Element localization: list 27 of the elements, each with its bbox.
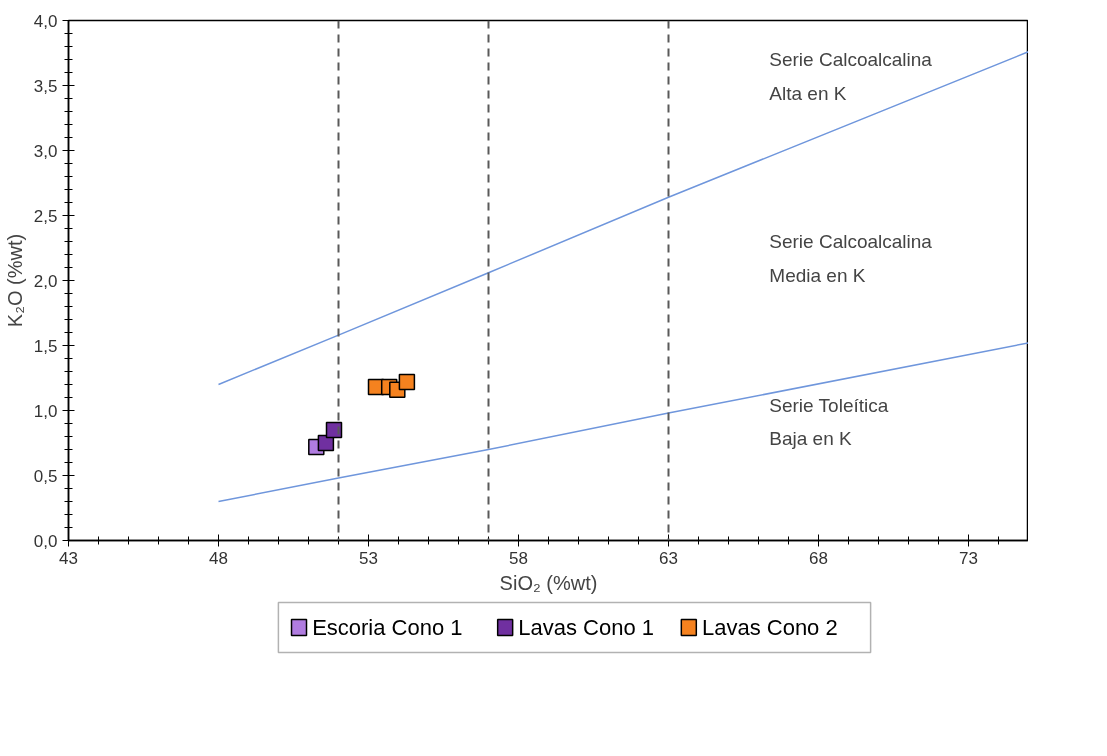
x-tick-label: 63 bbox=[659, 548, 678, 568]
y-tick-label: 1,5 bbox=[33, 336, 58, 356]
legend-label: Escoria Cono 1 bbox=[312, 615, 463, 640]
y-tick-label: 0,5 bbox=[33, 466, 58, 486]
y-tick-label: 3,5 bbox=[33, 76, 58, 96]
y-tick-label: 4,0 bbox=[33, 11, 58, 31]
x-tick-label: 43 bbox=[59, 548, 78, 568]
x-tick-label: 58 bbox=[509, 548, 528, 568]
annotation: Serie Calcoalcalina Alta en K bbox=[769, 49, 933, 104]
y-tick-label: 1,0 bbox=[33, 401, 58, 421]
x-tick-label: 48 bbox=[209, 548, 228, 568]
x-tick-label: 53 bbox=[359, 548, 378, 568]
line-series bbox=[217, 342, 1028, 503]
annotation: Serie Toleítica Baja en K bbox=[769, 394, 889, 450]
point bbox=[398, 373, 416, 391]
x-tick-label: 68 bbox=[809, 548, 828, 568]
x-axis-title: SiO₂ (%wt) bbox=[499, 571, 598, 594]
y-axis-title: K₂O (%wt) bbox=[3, 233, 26, 328]
line-series bbox=[217, 50, 1028, 386]
y-tick-label: 0,0 bbox=[33, 531, 58, 551]
y-tick-label: 2,5 bbox=[33, 206, 58, 226]
x-tick-label: 73 bbox=[959, 548, 978, 568]
legend-label: Lavas Cono 2 bbox=[701, 615, 838, 640]
annotation: Serie Calcoalcalina Media en K bbox=[769, 231, 933, 286]
legend-label: Lavas Cono 1 bbox=[518, 615, 655, 640]
y-tick-label: 2,0 bbox=[33, 271, 58, 291]
y-tick-label: 3,0 bbox=[33, 141, 58, 161]
